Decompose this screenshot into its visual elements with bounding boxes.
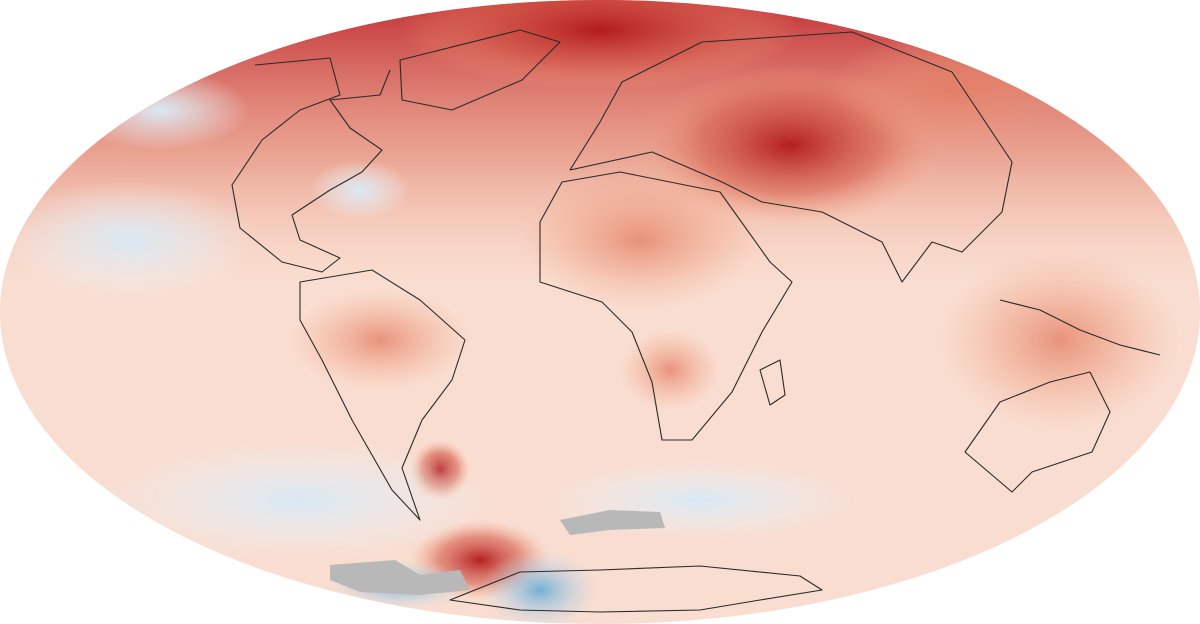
atlantic-cool <box>310 160 410 220</box>
coastlines <box>231 29 1161 613</box>
north-pacific-cool <box>70 70 250 150</box>
australia <box>964 371 1111 493</box>
antarctica <box>449 565 823 613</box>
north-america <box>231 57 391 273</box>
arctic-hotspot <box>400 0 800 90</box>
south-america <box>299 269 466 521</box>
antarctic-cold <box>480 550 600 624</box>
indonesia <box>999 299 1161 356</box>
south-america-warm <box>290 290 470 390</box>
pacific-warm <box>940 250 1180 430</box>
southern-ocean-cool <box>100 440 500 560</box>
greenland <box>399 29 561 111</box>
no-data <box>560 510 665 535</box>
no-data <box>330 560 470 595</box>
east-asia-warm <box>830 30 1070 150</box>
madagascar <box>759 359 786 406</box>
pacific-cool <box>0 180 260 300</box>
africa <box>539 171 793 441</box>
south-africa-warm <box>620 330 720 410</box>
africa-warm <box>520 170 760 310</box>
eurasia <box>569 31 1013 283</box>
